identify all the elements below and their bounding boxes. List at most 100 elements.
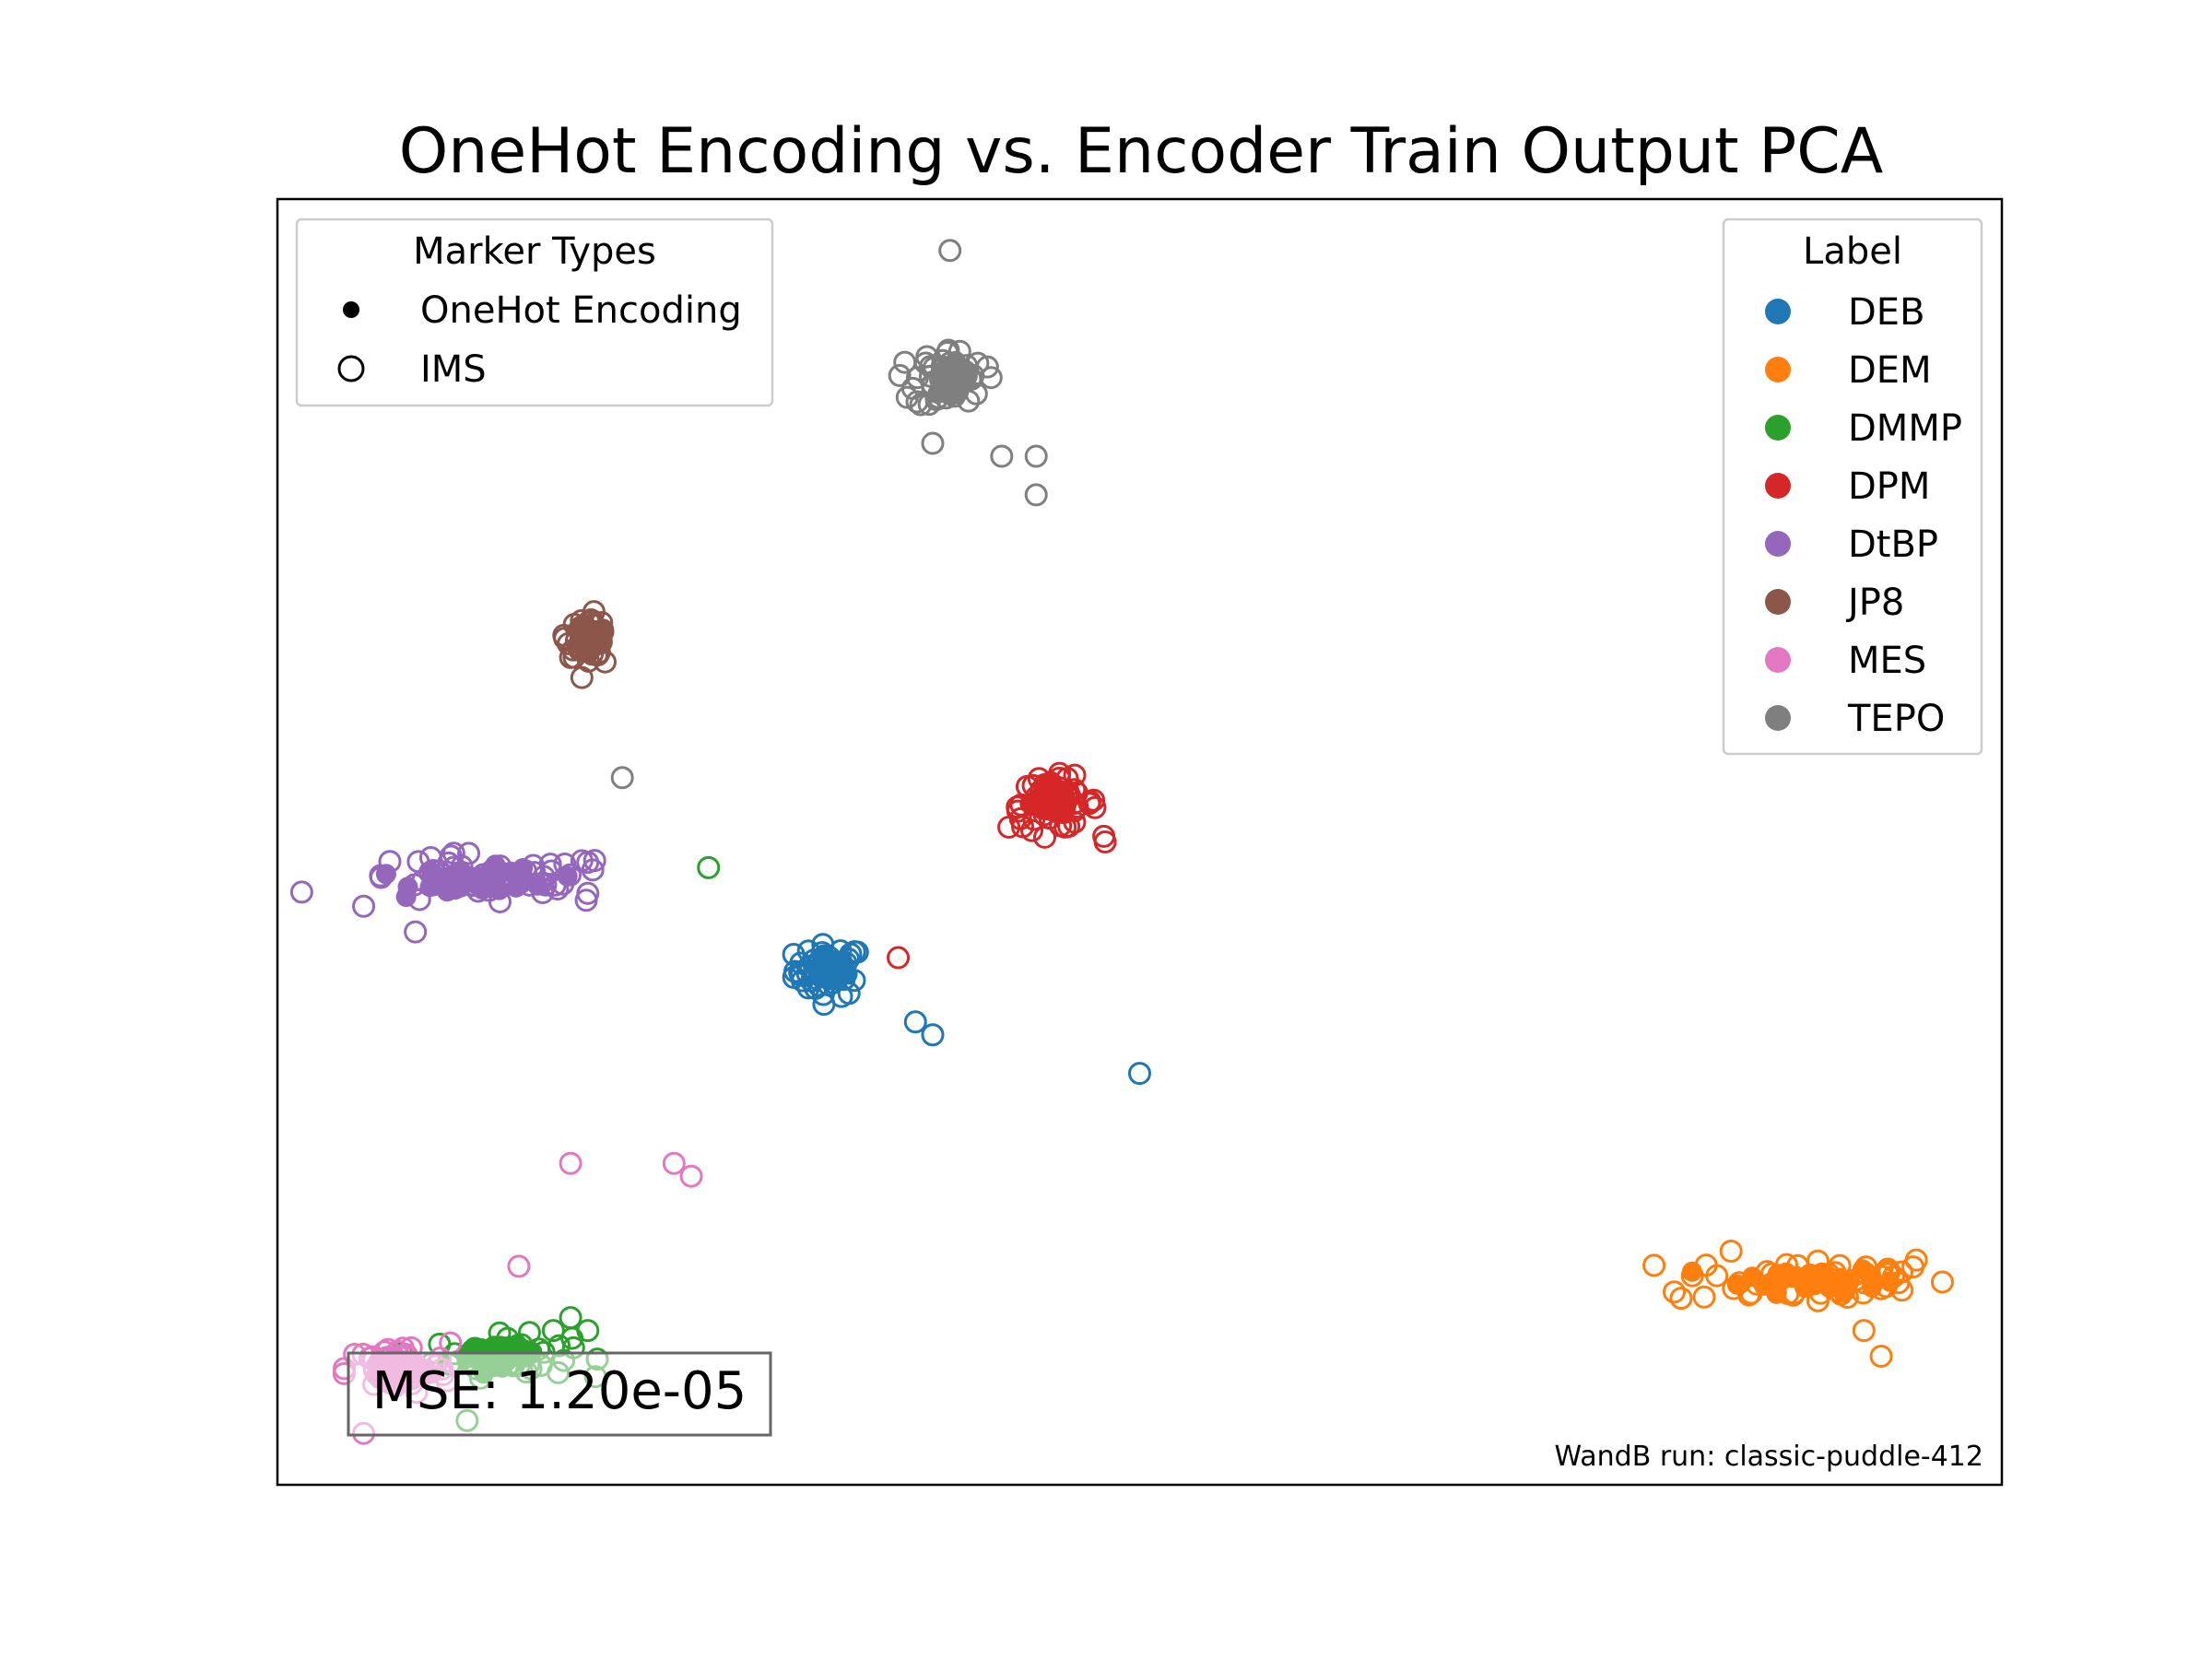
chart-title: OneHot Encoding vs. Encoder Train Output…: [399, 115, 1884, 188]
onehot-point: [940, 359, 961, 380]
mse-text: MSE: 1.20e-05: [372, 1361, 747, 1421]
ims-point: [1904, 1248, 1928, 1272]
onehot-point: [421, 863, 442, 884]
ims-point: [570, 665, 594, 689]
onehot-point: [1830, 1267, 1851, 1288]
onehot-point: [828, 964, 849, 985]
series-deb: [782, 933, 1151, 1086]
ims-point: [909, 393, 933, 417]
ims-point: [1719, 1239, 1743, 1263]
ims-outlier-point: [921, 1023, 945, 1047]
marker-legend-title: Marker Types: [413, 230, 656, 273]
filled-dot-marker: [343, 301, 359, 318]
legend-label-dtbp: DtBP: [1848, 524, 1938, 566]
ims-point: [893, 350, 917, 374]
ims-outlier-point: [404, 920, 428, 944]
onehot-point: [557, 865, 578, 887]
marker-legend-ims-label: IMS: [420, 348, 487, 391]
onehot-point: [1879, 1271, 1900, 1292]
ims-outlier-point: [697, 855, 721, 879]
onehot-point: [812, 947, 833, 969]
onehot-point: [1810, 1263, 1831, 1284]
onehot-point: [1794, 1277, 1816, 1298]
ims-outlier-point: [679, 1164, 703, 1188]
ims-outlier-point: [610, 766, 634, 790]
legend-label-tepo: TEPO: [1847, 698, 1945, 740]
ims-outlier-point: [938, 239, 962, 263]
onehot-point: [512, 857, 534, 878]
ims-point: [782, 943, 806, 967]
onehot-point: [488, 879, 510, 900]
onehot-point: [579, 629, 600, 650]
ims-outlier-point: [1852, 1319, 1876, 1343]
series-tepo: [610, 239, 1048, 790]
onehot-point: [1726, 1274, 1747, 1295]
onehot-point: [1035, 788, 1056, 809]
ims-point: [888, 363, 912, 387]
legend-label-dem: DEM: [1848, 349, 1932, 392]
series-dtbp: [289, 841, 606, 944]
series-dem: [1642, 1239, 1954, 1368]
wandb-run-label: WandB run: classic-puddle-412: [1555, 1441, 1983, 1473]
ims-outlier-point: [507, 1254, 531, 1278]
legend-swatch-deb: [1765, 299, 1791, 324]
onehot-point: [472, 879, 493, 900]
onehot-point: [395, 887, 417, 908]
ims-outlier-point: [1024, 444, 1048, 468]
ims-outlier-point: [662, 1151, 686, 1175]
ims-outlier-point: [559, 1151, 582, 1175]
onehot-point: [1861, 1277, 1882, 1298]
marker-types-legend: Marker Types OneHot Encoding IMS: [295, 218, 774, 407]
ims-point: [457, 841, 481, 865]
ims-point: [289, 880, 313, 904]
ims-outlier-point: [1128, 1062, 1151, 1086]
ims-outlier-point: [887, 946, 911, 970]
ims-outlier-point: [559, 1306, 582, 1330]
open-circle-marker: [337, 355, 365, 382]
ims-outlier-point: [1663, 1280, 1687, 1304]
ims-point: [1930, 1270, 1954, 1294]
ims-outlier-point: [1093, 830, 1117, 853]
ims-outlier-point: [903, 1010, 927, 1034]
legend-label-deb: DEB: [1848, 291, 1925, 334]
legend-swatch-tepo: [1765, 705, 1791, 731]
legend-swatch-dmmp: [1765, 415, 1791, 441]
series-dpm: [887, 761, 1117, 970]
ims-point: [1692, 1285, 1716, 1309]
ims-outlier-point: [576, 1319, 600, 1343]
ims-outlier-point: [1869, 1345, 1893, 1368]
ims-outlier-point: [352, 894, 376, 918]
ims-outlier-point: [576, 881, 600, 905]
legend-label-dpm: DPM: [1848, 465, 1930, 508]
legend-label-dmmp: DMMP: [1848, 407, 1962, 450]
onehot-point: [1053, 784, 1075, 806]
legend-swatch-mes: [1765, 647, 1791, 673]
mse-annotation: MSE: 1.20e-05: [347, 1351, 772, 1437]
legend-swatch-dpm: [1765, 473, 1791, 499]
ims-outlier-point: [1024, 483, 1048, 507]
ims-outlier-point: [541, 1319, 565, 1343]
ims-point: [979, 366, 1003, 390]
ims-outlier-point: [921, 431, 945, 455]
ims-point: [1705, 1264, 1729, 1288]
onehot-point: [527, 875, 548, 896]
legend-label-jp8: JP8: [1845, 582, 1904, 624]
plot-frame: [276, 197, 2004, 1487]
ims-point: [576, 851, 600, 875]
ims-point: [975, 355, 999, 379]
ims-point: [1642, 1253, 1666, 1277]
onehot-point: [1778, 1266, 1799, 1288]
ims-point: [905, 390, 929, 414]
legend-label-mes: MES: [1848, 640, 1926, 682]
series-jp8: [552, 600, 617, 689]
onehot-point: [1681, 1261, 1702, 1282]
label-legend-title: Label: [1803, 230, 1902, 273]
legend-swatch-dem: [1765, 357, 1791, 382]
onehot-point: [375, 864, 396, 885]
onehot-point: [440, 874, 461, 895]
onehot-point: [1766, 1283, 1787, 1304]
ims-point: [1669, 1287, 1693, 1311]
legend-swatch-dtbp: [1765, 531, 1791, 557]
ims-outlier-point: [990, 444, 1014, 468]
